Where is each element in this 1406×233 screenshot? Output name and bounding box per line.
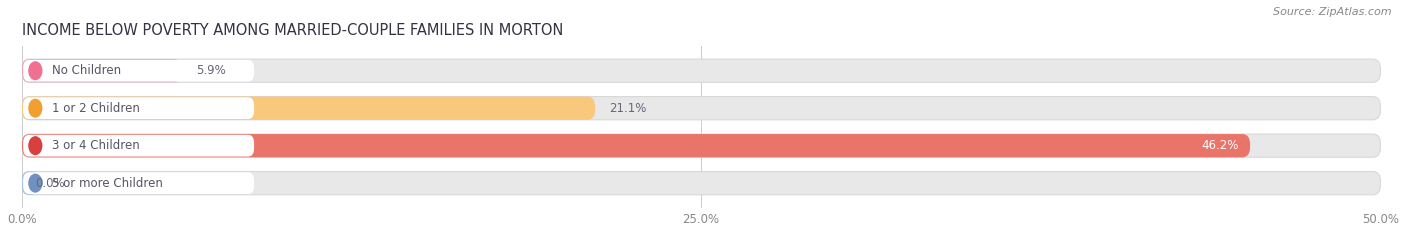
Circle shape bbox=[30, 174, 42, 192]
Text: 46.2%: 46.2% bbox=[1202, 139, 1239, 152]
FancyBboxPatch shape bbox=[21, 97, 1381, 120]
FancyBboxPatch shape bbox=[21, 97, 595, 120]
Text: Source: ZipAtlas.com: Source: ZipAtlas.com bbox=[1274, 7, 1392, 17]
FancyBboxPatch shape bbox=[21, 171, 1381, 195]
FancyBboxPatch shape bbox=[22, 97, 254, 119]
FancyBboxPatch shape bbox=[21, 134, 1250, 157]
FancyBboxPatch shape bbox=[21, 134, 1381, 157]
Circle shape bbox=[30, 137, 42, 154]
FancyBboxPatch shape bbox=[21, 171, 38, 195]
FancyBboxPatch shape bbox=[22, 172, 254, 194]
Text: 21.1%: 21.1% bbox=[609, 102, 647, 115]
Text: 5 or more Children: 5 or more Children bbox=[52, 177, 163, 190]
FancyBboxPatch shape bbox=[21, 59, 183, 82]
Text: 1 or 2 Children: 1 or 2 Children bbox=[52, 102, 139, 115]
Text: No Children: No Children bbox=[52, 64, 121, 77]
Circle shape bbox=[30, 62, 42, 79]
Text: 3 or 4 Children: 3 or 4 Children bbox=[52, 139, 139, 152]
Text: 0.0%: 0.0% bbox=[35, 177, 65, 190]
Circle shape bbox=[30, 99, 42, 117]
FancyBboxPatch shape bbox=[21, 59, 1381, 82]
FancyBboxPatch shape bbox=[22, 135, 254, 157]
Text: INCOME BELOW POVERTY AMONG MARRIED-COUPLE FAMILIES IN MORTON: INCOME BELOW POVERTY AMONG MARRIED-COUPL… bbox=[21, 23, 564, 38]
Text: 5.9%: 5.9% bbox=[195, 64, 225, 77]
FancyBboxPatch shape bbox=[22, 60, 254, 82]
